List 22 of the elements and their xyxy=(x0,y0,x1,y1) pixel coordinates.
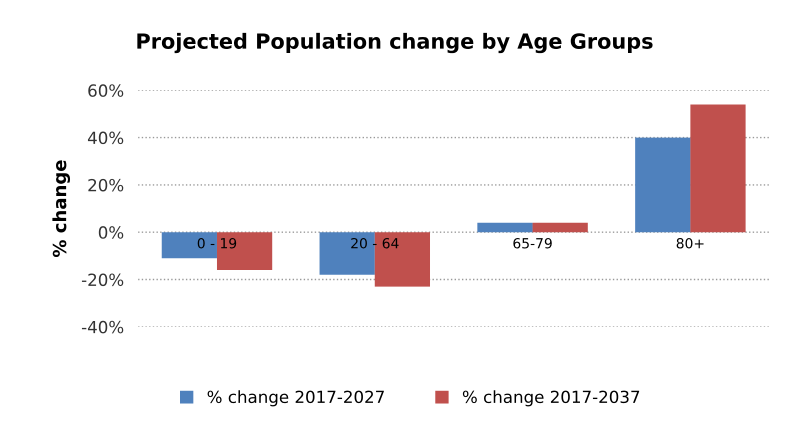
legend-label: % change 2017-2027 xyxy=(208,390,384,406)
legend-label: % change 2017-2037 xyxy=(462,390,640,406)
x-tick-label: 0 - 19 xyxy=(198,238,236,249)
y-tick-label: 40% xyxy=(88,132,124,144)
bar xyxy=(690,104,746,232)
bar xyxy=(320,232,375,275)
y-axis-title: % change xyxy=(52,160,70,258)
bar xyxy=(216,232,272,270)
y-tick-label: 0% xyxy=(98,226,124,239)
bar xyxy=(162,232,217,258)
bar xyxy=(635,138,690,232)
x-tick-label: 20 - 64 xyxy=(351,238,399,249)
bar xyxy=(532,222,588,232)
bar xyxy=(477,222,533,232)
y-tick-label: 20% xyxy=(88,178,124,192)
chart-title: Projected Population change by Age Groups xyxy=(137,32,653,54)
x-tick-label: 65-79 xyxy=(513,238,552,249)
x-tick-label: 80+ xyxy=(676,238,704,249)
y-tick-label: 60% xyxy=(88,84,124,97)
y-tick-label: -40% xyxy=(82,320,124,334)
bar xyxy=(374,232,430,287)
y-tick-label: -20% xyxy=(82,273,124,286)
